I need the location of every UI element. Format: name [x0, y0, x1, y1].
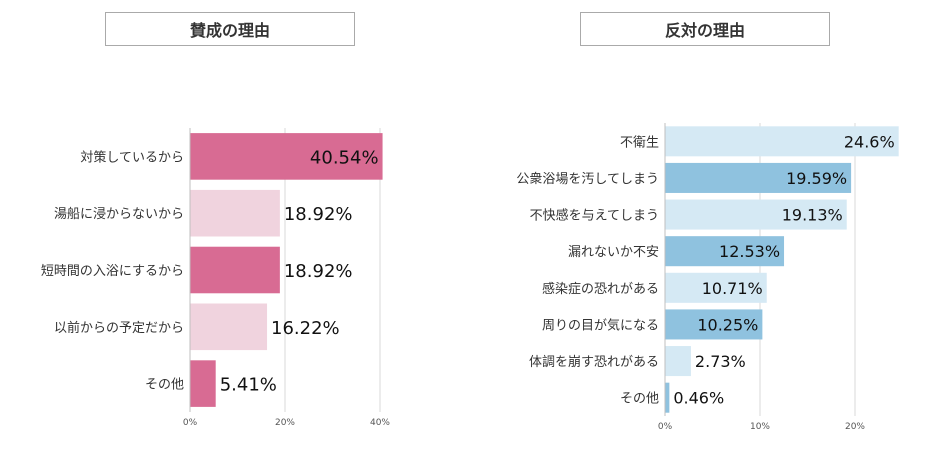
bar: [665, 382, 670, 413]
value-label: 18.92%: [284, 204, 353, 225]
category-label: 漏れないか不安: [568, 244, 659, 260]
support-reasons-chart: 0% 20% 40% 対策しているから 40.54% 湯船に浸からないから 18.92% 短時…: [41, 128, 390, 428]
bar: [665, 126, 899, 157]
category-label: 湯船に浸からないから: [54, 207, 184, 222]
value-label: 10.71%: [702, 279, 763, 298]
bar: [665, 309, 763, 340]
bar: [190, 189, 280, 237]
chart-title-oppose: 反対の理由: [580, 12, 830, 46]
chart-title-support: 賛成の理由: [105, 12, 355, 46]
category-label: 短時間の入浴にするから: [41, 264, 184, 279]
category-label: 対策しているから: [80, 149, 184, 165]
bar: [665, 272, 767, 303]
bar: [665, 162, 852, 193]
bar: [190, 246, 280, 294]
bar: [665, 346, 691, 377]
value-label: 16.22%: [271, 318, 340, 339]
bar: [665, 199, 847, 230]
category-label: 体調を崩す恐れがある: [529, 355, 659, 370]
x-tick-label: 20%: [275, 418, 295, 428]
bar: [190, 360, 216, 407]
x-tick-label: 10%: [750, 422, 770, 432]
value-label: 12.53%: [719, 242, 780, 261]
category-label: 以前からの予定だから: [54, 320, 184, 336]
x-tick-label: 40%: [370, 418, 390, 428]
bar: [665, 236, 785, 267]
value-label: 10.25%: [697, 315, 758, 334]
x-tick-label: 0%: [658, 422, 673, 432]
value-label: 24.6%: [844, 132, 895, 151]
category-label: 不衛生: [620, 135, 659, 150]
category-label: 周りの目が気になる: [542, 317, 659, 333]
category-label: その他: [620, 392, 659, 407]
value-label: 19.59%: [786, 169, 847, 188]
category-label: その他: [145, 378, 184, 393]
category-label: 感染症の恐れがある: [542, 281, 659, 297]
category-label: 不快感を与えてしまう: [530, 208, 659, 224]
value-label: 0.46%: [673, 389, 724, 408]
bar: [190, 303, 268, 351]
value-label: 40.54%: [310, 147, 379, 168]
bar: [190, 133, 383, 180]
value-label: 18.92%: [284, 261, 353, 282]
x-tick-label: 0%: [183, 418, 198, 428]
value-label: 19.13%: [782, 206, 843, 225]
value-label: 5.41%: [220, 375, 277, 396]
value-label: 2.73%: [695, 352, 746, 371]
x-tick-label: 20%: [845, 422, 865, 432]
category-label: 公衆浴場を汚してしまう: [516, 171, 659, 187]
